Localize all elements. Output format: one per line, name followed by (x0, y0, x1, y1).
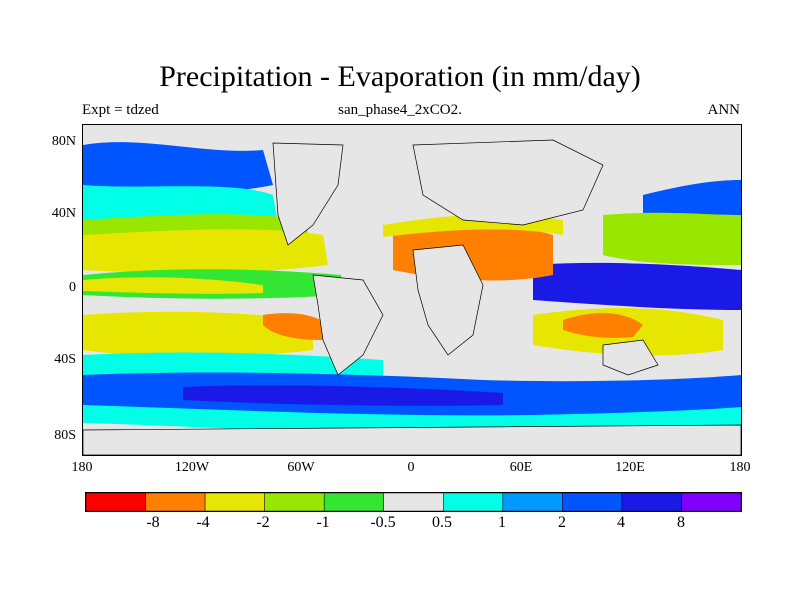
colorbar-label: 8 (677, 514, 685, 531)
experiment-label: Expt = tdzed (82, 102, 159, 118)
colorbar-swatch (562, 493, 623, 511)
x-tick-180w: 180 (71, 460, 93, 475)
colorbar-swatch (621, 493, 682, 511)
colorbar-swatch (681, 493, 741, 511)
colorbar-swatch (502, 493, 563, 511)
colorbar-label: 1 (498, 514, 506, 531)
colorbar-swatch (145, 493, 206, 511)
colorbar-label: -8 (146, 514, 160, 531)
colorbar-swatch (323, 493, 384, 511)
x-tick-120w: 120W (174, 460, 210, 475)
colorbar-swatch (86, 493, 146, 511)
colorbar-label: 0.5 (432, 514, 452, 531)
x-tick-120e: 120E (615, 460, 645, 475)
y-tick-40n: 40N (51, 206, 76, 221)
map-title: Precipitation - Evaporation (in mm/day) (159, 60, 641, 93)
colorbar-label: -0.5 (370, 514, 396, 531)
x-tick-0: 0 (407, 460, 415, 475)
season-label: ANN (707, 102, 741, 118)
run-label: san_phase4_2xCO2. (338, 102, 462, 118)
colorbar-label: -4 (196, 514, 210, 531)
colorbar-label: -1 (316, 514, 330, 531)
y-tick-0: 0 (69, 280, 76, 295)
colorbar-label: 2 (558, 514, 566, 531)
x-tick-60w: 60W (287, 460, 315, 475)
colorbar-swatch (264, 493, 325, 511)
y-tick-80s: 80S (54, 428, 76, 443)
colorbar (85, 492, 742, 512)
precip-evap-map (82, 124, 742, 456)
colorbar-swatch (443, 493, 504, 511)
y-tick-80n: 80N (51, 134, 76, 149)
colorbar-label: 4 (617, 514, 625, 531)
colorbar-label: -2 (256, 514, 270, 531)
colorbar-swatch (383, 493, 444, 511)
y-tick-40s: 40S (54, 352, 76, 367)
x-tick-60e: 60E (509, 460, 533, 475)
colorbar-swatch (204, 493, 265, 511)
x-tick-180e: 180 (729, 460, 751, 475)
